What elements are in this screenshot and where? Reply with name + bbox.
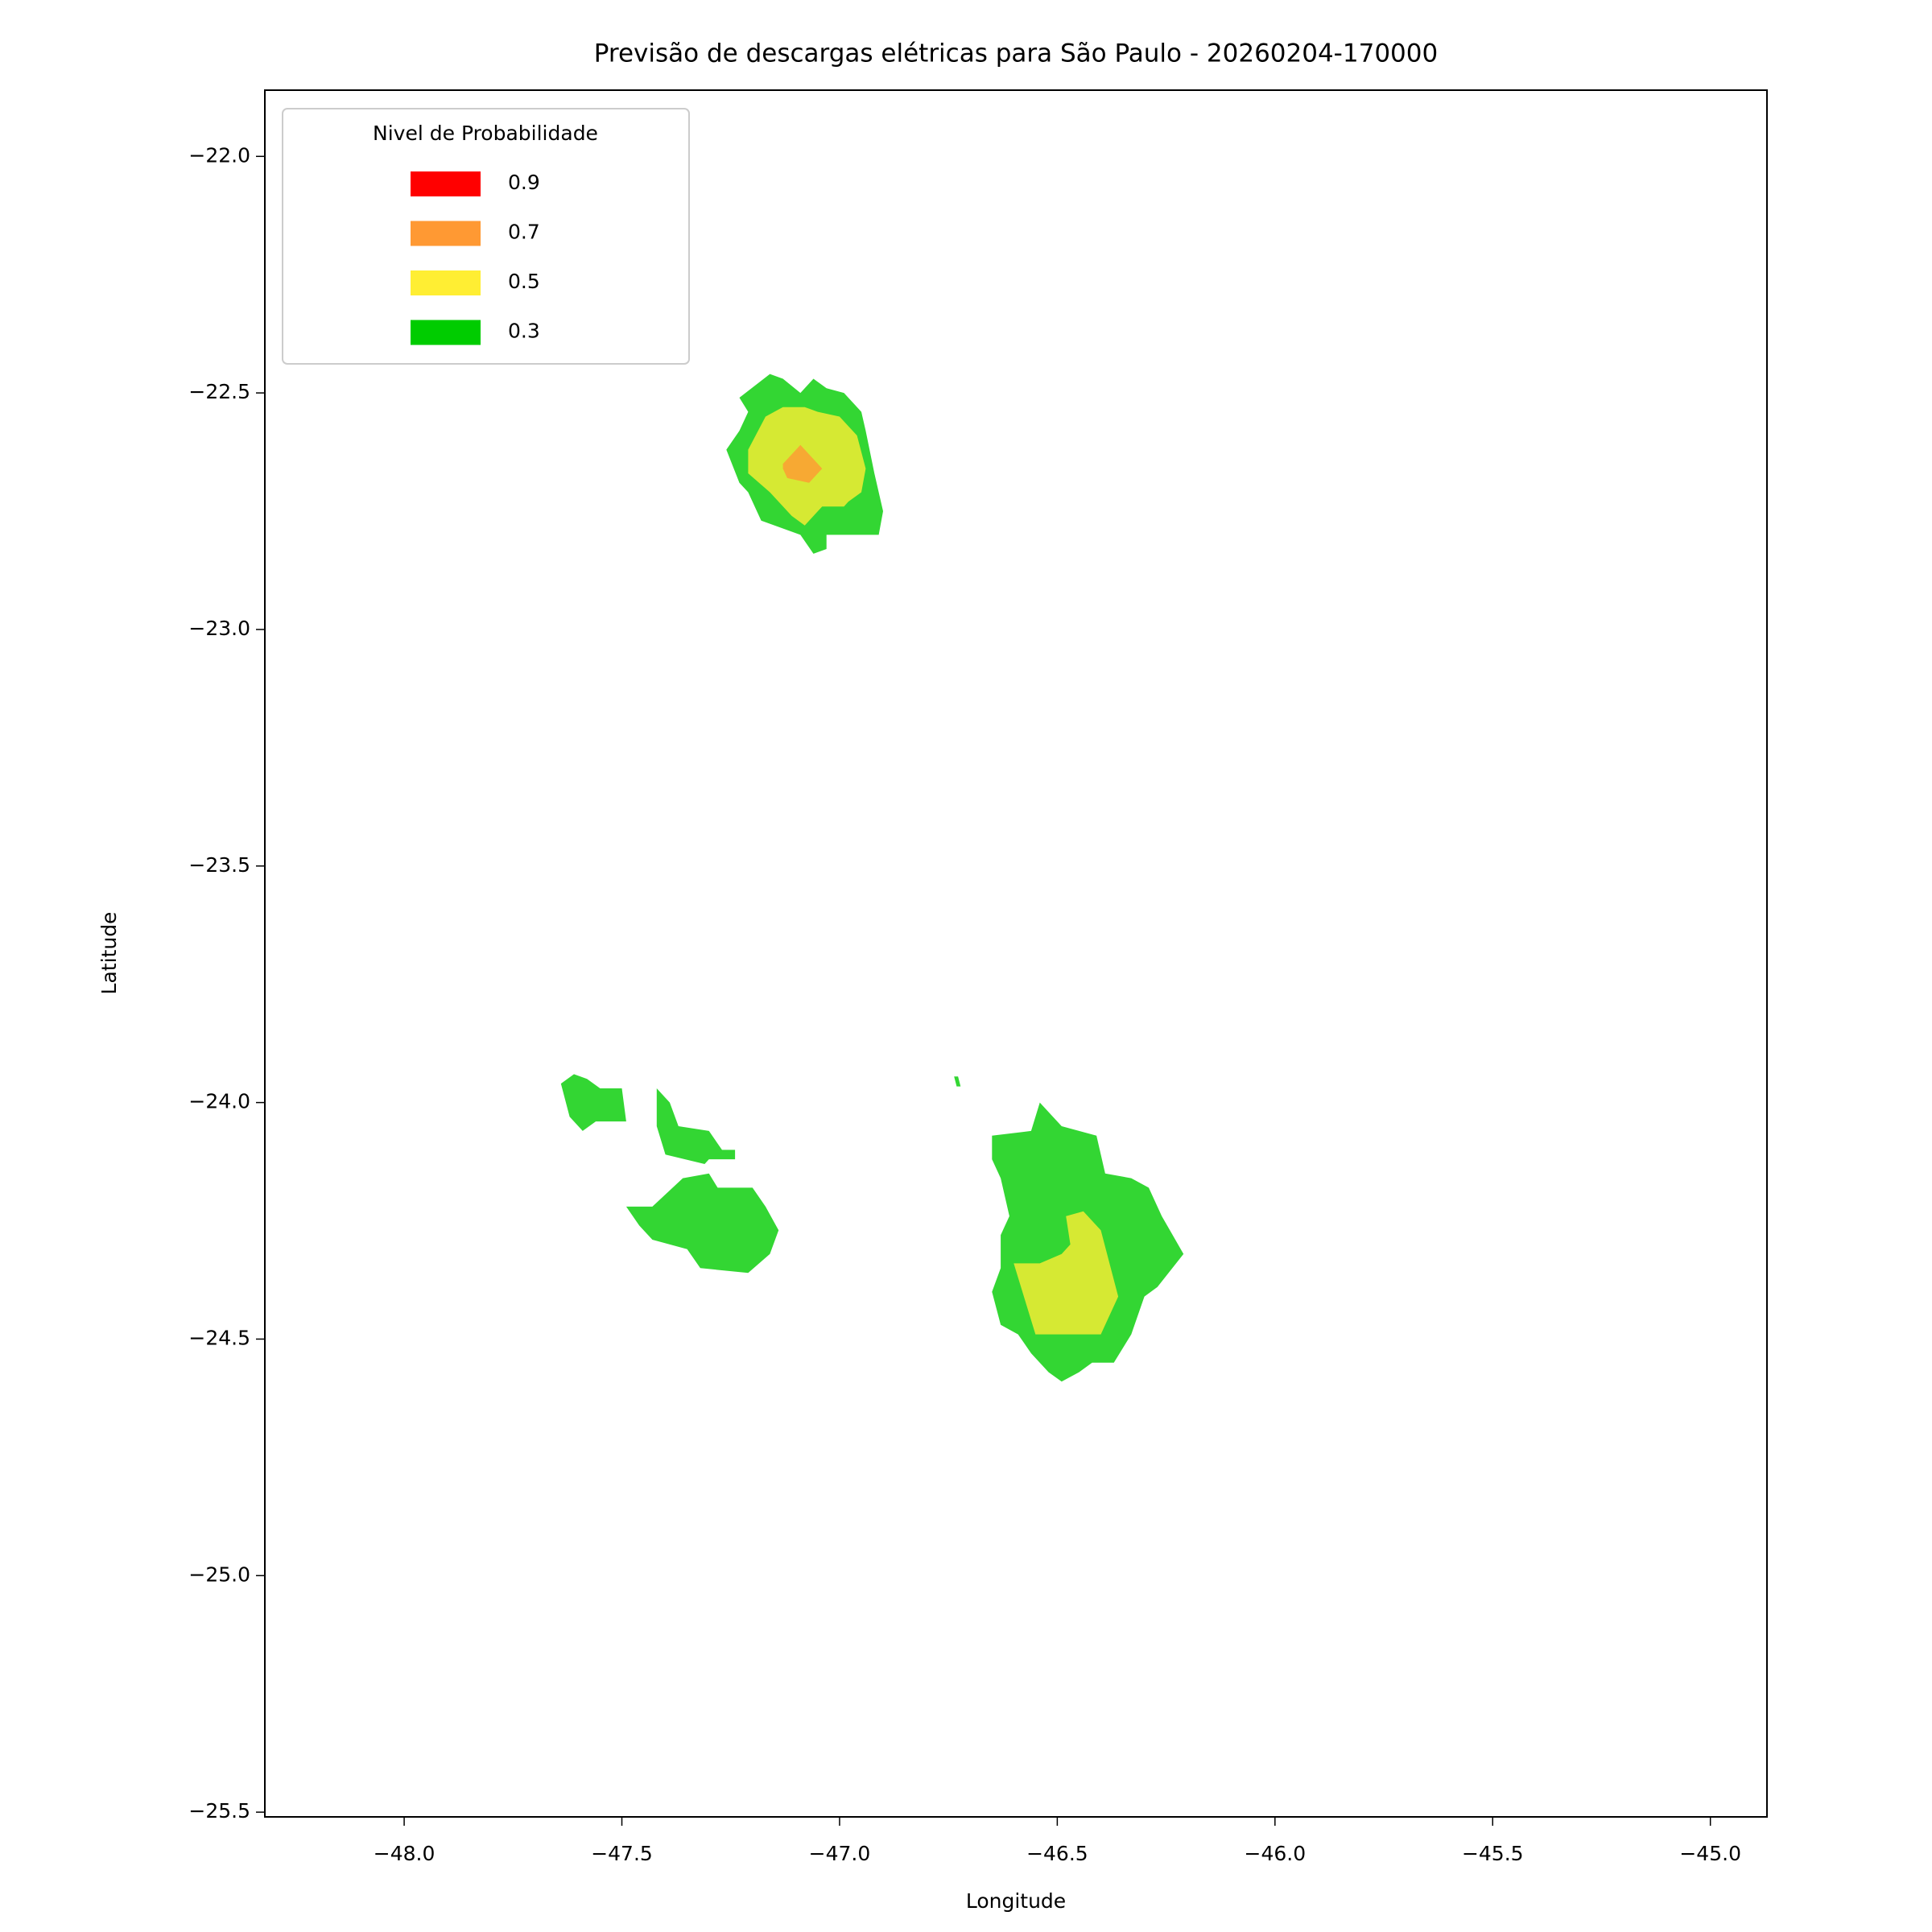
contour-region (954, 1076, 961, 1087)
contour-region (625, 1173, 779, 1274)
legend-swatch (411, 320, 481, 345)
y-axis-label: Latitude (97, 912, 121, 995)
legend-label: 0.9 (508, 171, 540, 194)
legend-label: 0.7 (508, 221, 540, 244)
plot-area (560, 374, 1184, 1382)
x-axis-label: Longitude (966, 1889, 1066, 1913)
x-tick-label: −45.5 (1462, 1842, 1524, 1865)
y-tick-label: −25.5 (188, 1799, 250, 1823)
legend-label: 0.5 (508, 270, 540, 293)
x-tick-label: −46.5 (1026, 1842, 1088, 1865)
contour-region (782, 444, 823, 483)
axes-frame (264, 89, 1768, 1818)
contour-region (560, 1074, 626, 1131)
legend-swatch (411, 270, 481, 295)
legend-box (282, 108, 690, 365)
chart-title: Previsão de descargas elétricas para São… (594, 39, 1438, 68)
legend-swatch (411, 171, 481, 196)
x-tick-label: −47.5 (591, 1842, 653, 1865)
legend-swatch (411, 221, 481, 246)
legend-title: Nivel de Probabilidade (373, 122, 598, 145)
y-tick-label: −22.0 (188, 143, 250, 167)
x-tick-label: −45.0 (1679, 1842, 1741, 1865)
contour-region (1013, 1211, 1119, 1335)
y-tick-label: −25.0 (188, 1563, 250, 1586)
y-tick-label: −22.5 (188, 380, 250, 403)
y-tick-label: −24.5 (188, 1326, 250, 1349)
contour-region (656, 1088, 736, 1164)
x-tick-label: −48.0 (374, 1842, 436, 1865)
x-tick-label: −47.0 (809, 1842, 871, 1865)
y-tick-label: −23.0 (188, 617, 250, 640)
y-tick-label: −24.0 (188, 1090, 250, 1113)
x-tick-label: −46.0 (1245, 1842, 1307, 1865)
legend-label: 0.3 (508, 320, 540, 343)
y-tick-label: −23.5 (188, 853, 250, 877)
